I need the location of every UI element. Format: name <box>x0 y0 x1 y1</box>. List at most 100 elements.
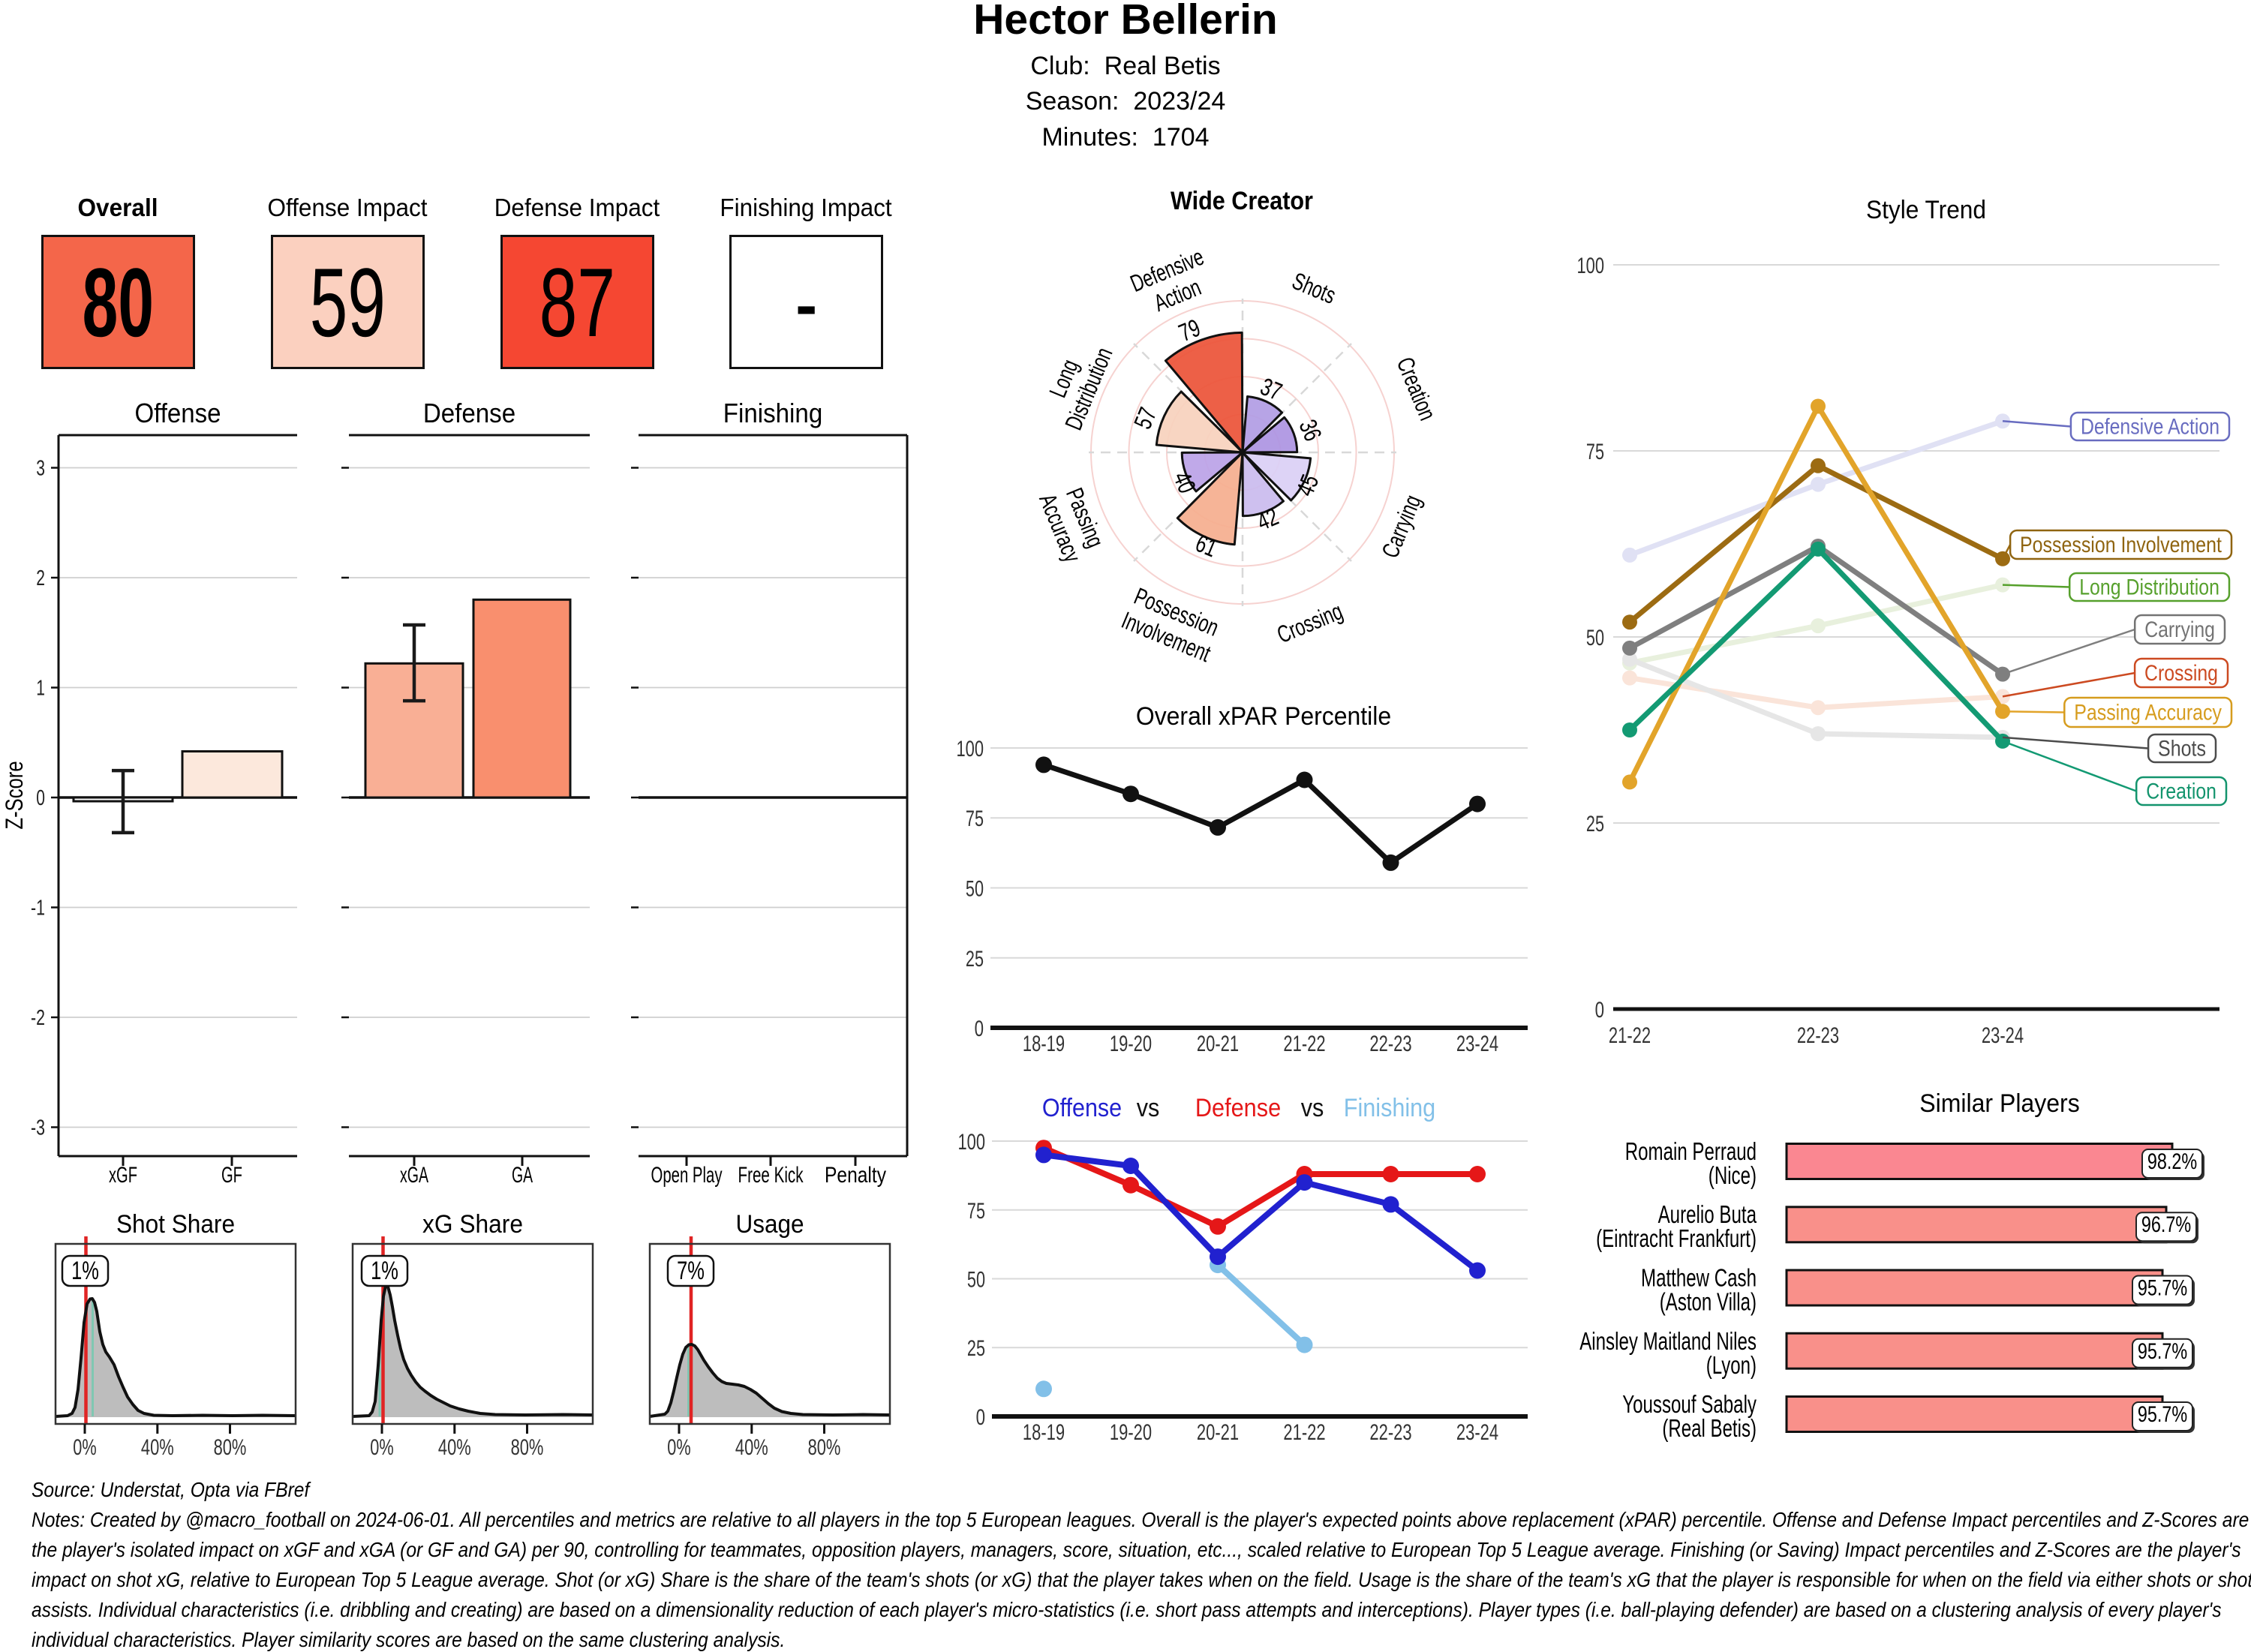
svg-text:20-21: 20-21 <box>1197 1032 1239 1056</box>
svg-text:(Aston Villa): (Aston Villa) <box>1660 1288 1757 1316</box>
svg-text:GF: GF <box>221 1163 242 1188</box>
svg-text:18-19: 18-19 <box>1023 1032 1065 1056</box>
svg-text:3: 3 <box>36 457 45 481</box>
svg-text:PassingAccuracy: PassingAccuracy <box>1034 479 1111 566</box>
svg-text:36: 36 <box>1294 416 1327 445</box>
svg-text:40%: 40% <box>141 1435 174 1460</box>
svg-text:Finishing: Finishing <box>1344 1094 1435 1122</box>
svg-text:21-22: 21-22 <box>1283 1032 1325 1056</box>
svg-text:-2: -2 <box>31 1006 45 1030</box>
svg-text:Creation: Creation <box>2146 779 2216 804</box>
svg-text:0%: 0% <box>370 1435 393 1460</box>
svg-text:Defense Impact: Defense Impact <box>494 194 660 221</box>
svg-text:Overall xPAR Percentile: Overall xPAR Percentile <box>1136 702 1391 731</box>
svg-text:21-22: 21-22 <box>1609 1023 1651 1048</box>
svg-text:Similar Players: Similar Players <box>1919 1089 2079 1118</box>
svg-text:21-22: 21-22 <box>1283 1420 1325 1445</box>
svg-text:(Lyon): (Lyon) <box>1706 1351 1757 1379</box>
svg-text:xGA: xGA <box>400 1163 428 1188</box>
svg-text:95.7%: 95.7% <box>2138 1402 2187 1427</box>
svg-text:LongDistribution: LongDistribution <box>1035 333 1118 434</box>
svg-text:96.7%: 96.7% <box>2141 1212 2191 1237</box>
svg-text:Youssouf Sabaly: Youssouf Sabaly <box>1622 1390 1757 1418</box>
svg-text:Shot Share: Shot Share <box>116 1210 235 1239</box>
svg-text:Penalty: Penalty <box>825 1163 886 1188</box>
svg-text:0%: 0% <box>667 1435 690 1460</box>
svg-text:80%: 80% <box>808 1435 841 1460</box>
svg-text:25: 25 <box>966 947 984 972</box>
svg-text:Crossing: Crossing <box>1273 597 1347 648</box>
svg-text:22-23: 22-23 <box>1369 1420 1411 1445</box>
svg-text:vs: vs <box>1137 1094 1160 1122</box>
svg-text:Usage: Usage <box>735 1210 804 1239</box>
svg-text:95.7%: 95.7% <box>2138 1276 2187 1301</box>
svg-text:Carrying: Carrying <box>1376 491 1426 561</box>
svg-text:-1: -1 <box>31 897 45 921</box>
svg-text:Open Play: Open Play <box>651 1163 723 1188</box>
svg-text:Offense: Offense <box>1042 1094 1122 1122</box>
svg-text:100: 100 <box>957 737 984 761</box>
svg-text:0: 0 <box>975 1017 984 1041</box>
svg-text:19-20: 19-20 <box>1110 1032 1152 1056</box>
svg-text:PossessionInvolvement: PossessionInvolvement <box>1118 581 1225 667</box>
svg-text:DefensiveAction: DefensiveAction <box>1126 243 1218 323</box>
svg-text:Shots: Shots <box>1288 267 1339 309</box>
svg-text:-3: -3 <box>31 1116 45 1140</box>
svg-text:40%: 40% <box>735 1435 768 1460</box>
svg-text:(Eintracht Frankfurt): (Eintracht Frankfurt) <box>1596 1224 1757 1252</box>
svg-text:(Real Betis): (Real Betis) <box>1662 1414 1757 1442</box>
svg-text:xG Share: xG Share <box>422 1210 523 1239</box>
svg-text:Aurelio Buta: Aurelio Buta <box>1658 1200 1757 1228</box>
svg-text:0: 0 <box>976 1405 985 1430</box>
svg-text:Offense: Offense <box>135 398 221 428</box>
svg-text:1%: 1% <box>71 1257 99 1285</box>
svg-text:(Nice): (Nice) <box>1709 1161 1757 1189</box>
svg-text:23-24: 23-24 <box>1456 1032 1498 1056</box>
svg-text:40%: 40% <box>438 1435 471 1460</box>
svg-text:22-23: 22-23 <box>1797 1023 1839 1048</box>
svg-text:0%: 0% <box>73 1435 96 1460</box>
svg-text:25: 25 <box>967 1336 985 1361</box>
svg-text:Possession Involvement: Possession Involvement <box>2020 533 2222 557</box>
svg-text:75: 75 <box>1586 440 1604 464</box>
svg-text:80%: 80% <box>511 1435 544 1460</box>
svg-text:Overall: Overall <box>78 194 158 221</box>
svg-text:Finishing Impact: Finishing Impact <box>720 194 891 221</box>
svg-text:Creation: Creation <box>1392 353 1442 424</box>
svg-text:Offense Impact: Offense Impact <box>268 194 428 221</box>
svg-text:95.7%: 95.7% <box>2138 1339 2187 1364</box>
svg-text:57: 57 <box>1129 404 1162 433</box>
svg-text:7%: 7% <box>677 1257 705 1285</box>
svg-text:2: 2 <box>36 566 45 590</box>
svg-text:Ainsley Maitland Niles: Ainsley Maitland Niles <box>1579 1327 1757 1355</box>
svg-text:Carrying: Carrying <box>2144 617 2215 642</box>
svg-text:Defensive Action: Defensive Action <box>2081 415 2219 440</box>
svg-text:GA: GA <box>512 1163 533 1188</box>
svg-text:Romain Perraud: Romain Perraud <box>1625 1137 1757 1165</box>
svg-text:0: 0 <box>1595 998 1604 1023</box>
svg-text:80%: 80% <box>214 1435 247 1460</box>
svg-text:Finishing: Finishing <box>723 398 823 428</box>
svg-text:Matthew Cash: Matthew Cash <box>1641 1264 1757 1292</box>
svg-text:20-21: 20-21 <box>1197 1420 1239 1445</box>
svg-text:Z-Score: Z-Score <box>1 761 28 829</box>
svg-text:1%: 1% <box>371 1257 398 1285</box>
svg-text:25: 25 <box>1586 812 1604 837</box>
svg-text:Passing Accuracy: Passing Accuracy <box>2074 701 2222 725</box>
svg-text:100: 100 <box>1577 254 1605 278</box>
svg-text:0: 0 <box>36 786 45 810</box>
svg-text:Long Distribution: Long Distribution <box>2079 575 2219 600</box>
svg-text:23-24: 23-24 <box>1982 1023 2024 1048</box>
svg-text:22-23: 22-23 <box>1369 1032 1411 1056</box>
svg-text:98.2%: 98.2% <box>2147 1149 2197 1174</box>
svg-text:75: 75 <box>967 1199 985 1224</box>
svg-text:Shots: Shots <box>2158 737 2206 761</box>
svg-text:50: 50 <box>967 1268 985 1293</box>
svg-text:75: 75 <box>966 806 984 831</box>
svg-text:Free Kick: Free Kick <box>738 1163 804 1188</box>
svg-text:Defense: Defense <box>423 398 515 428</box>
svg-text:100: 100 <box>958 1130 986 1155</box>
svg-text:50: 50 <box>966 877 984 902</box>
svg-text:Style Trend: Style Trend <box>1866 196 1986 224</box>
svg-text:23-24: 23-24 <box>1456 1420 1498 1445</box>
